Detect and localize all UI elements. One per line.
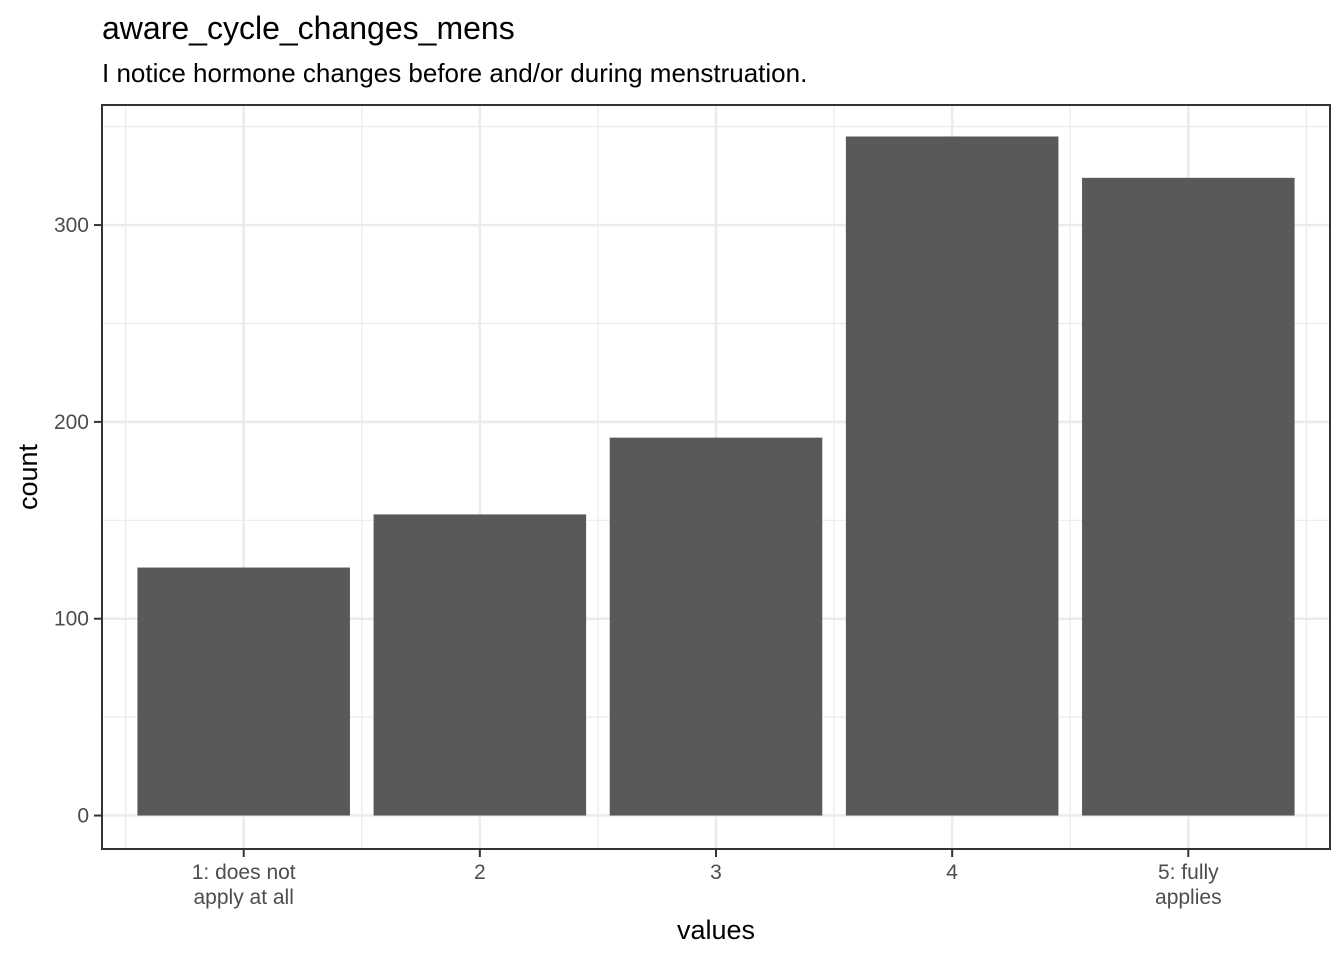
x-tick-label: 2 (474, 861, 486, 884)
x-tick-label: 1: does not apply at all (192, 861, 296, 909)
x-tick-label: 4 (946, 861, 958, 884)
y-tick-label: 200 (54, 411, 89, 434)
bar (845, 136, 1059, 816)
x-tick-label: 3 (710, 861, 722, 884)
x-axis-title: values (677, 915, 755, 945)
y-tick-label: 0 (77, 805, 89, 828)
y-tick-label: 300 (54, 214, 89, 237)
chart-title: aware_cycle_changes_mens (102, 10, 515, 46)
chart-subtitle: I notice hormone changes before and/or d… (102, 58, 808, 88)
bar (1082, 177, 1295, 816)
y-tick-label: 100 (54, 608, 89, 631)
x-tick-label: 5: fully applies (1155, 861, 1222, 909)
bar (609, 437, 823, 816)
bars (137, 136, 1295, 816)
x-axis: 1: does not apply at all 2 3 4 5: fully applie… (192, 849, 1222, 909)
bar (137, 567, 350, 816)
y-axis: 0 100 200 300 (54, 214, 102, 828)
bar (373, 514, 587, 816)
y-axis-title: count (13, 443, 43, 510)
